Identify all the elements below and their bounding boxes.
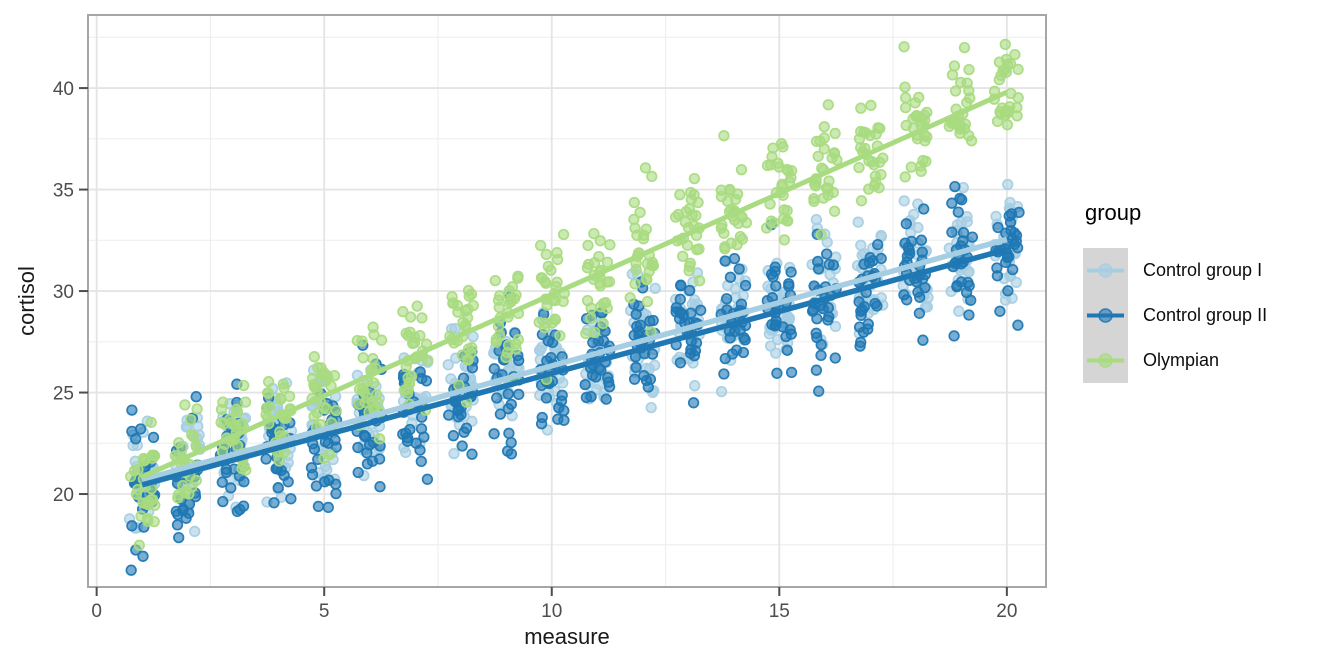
legend-title: group	[1085, 200, 1142, 225]
legend-item-olympian: Olympian	[1083, 338, 1343, 383]
svg-text:30: 30	[53, 282, 74, 303]
legend-key-control-group-1	[1083, 248, 1128, 293]
point-line-glyph-icon	[1087, 263, 1124, 278]
svg-text:15: 15	[769, 601, 790, 622]
legend-item-control-group-1: Control group I	[1083, 248, 1343, 293]
svg-text:5: 5	[319, 601, 330, 622]
svg-text:0: 0	[91, 601, 102, 622]
legend-label-control-group-1: Control group I	[1143, 260, 1263, 280]
svg-text:25: 25	[53, 384, 74, 405]
point-line-glyph-icon	[1087, 308, 1124, 323]
legend-item-control-group-2: Control group II	[1083, 293, 1343, 338]
svg-text:10: 10	[541, 601, 562, 622]
y-axis-title: cortisol	[14, 266, 39, 336]
svg-text:35: 35	[53, 181, 74, 202]
svg-text:20: 20	[53, 485, 74, 506]
svg-text:20: 20	[996, 601, 1017, 622]
legend: group Control group I Control group II	[1083, 200, 1343, 383]
legend-label-control-group-2: Control group II	[1143, 305, 1268, 325]
point-line-glyph-icon	[1087, 353, 1124, 368]
legend-key-control-group-2	[1083, 293, 1128, 338]
svg-text:40: 40	[53, 79, 74, 100]
x-axis-title: measure	[524, 624, 610, 649]
legend-label-olympian: Olympian	[1143, 350, 1220, 370]
legend-key-olympian	[1083, 338, 1128, 383]
